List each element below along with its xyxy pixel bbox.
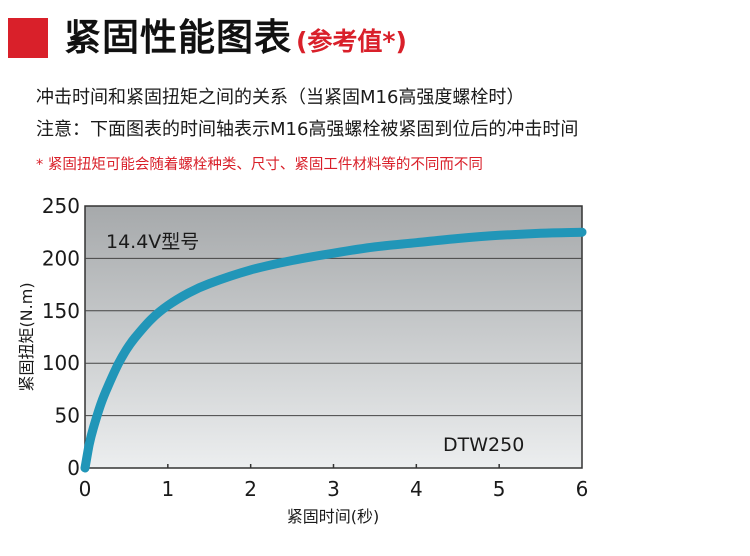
y-tick-labels: 0 50 100 150 200 250 bbox=[42, 194, 80, 480]
x-tick-label: 6 bbox=[576, 477, 589, 501]
x-axis-label: 紧固时间(秒) bbox=[287, 507, 380, 526]
title-text: 紧固性能图表 bbox=[64, 16, 292, 59]
torque-curve bbox=[80, 227, 587, 473]
description-line-2: 注意：下面图表的时间轴表示M16高强螺栓被紧固到位后的冲击时间 bbox=[36, 119, 579, 140]
x-tick-label: 0 bbox=[79, 477, 92, 501]
model-label: 14.4V型号 bbox=[106, 231, 199, 253]
y-tick-label: 200 bbox=[42, 246, 80, 270]
x-tick-label: 2 bbox=[244, 477, 257, 501]
page-title: 紧固性能图表 (参考值*) bbox=[64, 14, 407, 66]
x-tick-labels: 0 1 2 3 4 5 6 bbox=[79, 477, 589, 501]
y-axis-label: 紧固扭矩(N.m) bbox=[17, 282, 36, 391]
x-tick-label: 3 bbox=[327, 477, 340, 501]
x-tick-label: 5 bbox=[493, 477, 506, 501]
y-tick-label: 0 bbox=[67, 456, 80, 480]
y-tick-label: 150 bbox=[42, 299, 80, 323]
title-marker-square bbox=[8, 18, 48, 58]
x-tick-label: 1 bbox=[161, 477, 174, 501]
note-text: * 紧固扭矩可能会随着螺栓种类、尺寸、紧固工件材料等的不同而不同 bbox=[36, 157, 483, 173]
title-subtitle: (参考值*) bbox=[296, 27, 407, 56]
description-line-1: 冲击时间和紧固扭矩之间的关系（当紧固M16高强度螺栓时） bbox=[36, 87, 525, 108]
product-label: DTW250 bbox=[443, 434, 524, 456]
y-tick-label: 100 bbox=[42, 351, 80, 375]
x-tick-label: 4 bbox=[410, 477, 423, 501]
y-tick-label: 50 bbox=[55, 404, 80, 428]
y-tick-label: 250 bbox=[42, 194, 80, 218]
